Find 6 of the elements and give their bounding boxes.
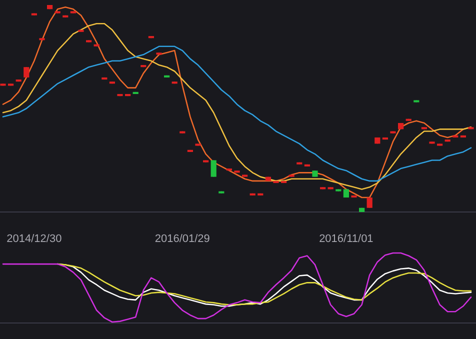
x-tick-label: 2016/11/01 <box>319 233 374 245</box>
candlestick <box>24 66 30 78</box>
x-tick-label: 2014/12/30 <box>6 233 62 245</box>
x-tick-label: 2016/01/29 <box>154 233 210 245</box>
candlestick <box>210 160 216 178</box>
candlestick <box>366 197 372 208</box>
